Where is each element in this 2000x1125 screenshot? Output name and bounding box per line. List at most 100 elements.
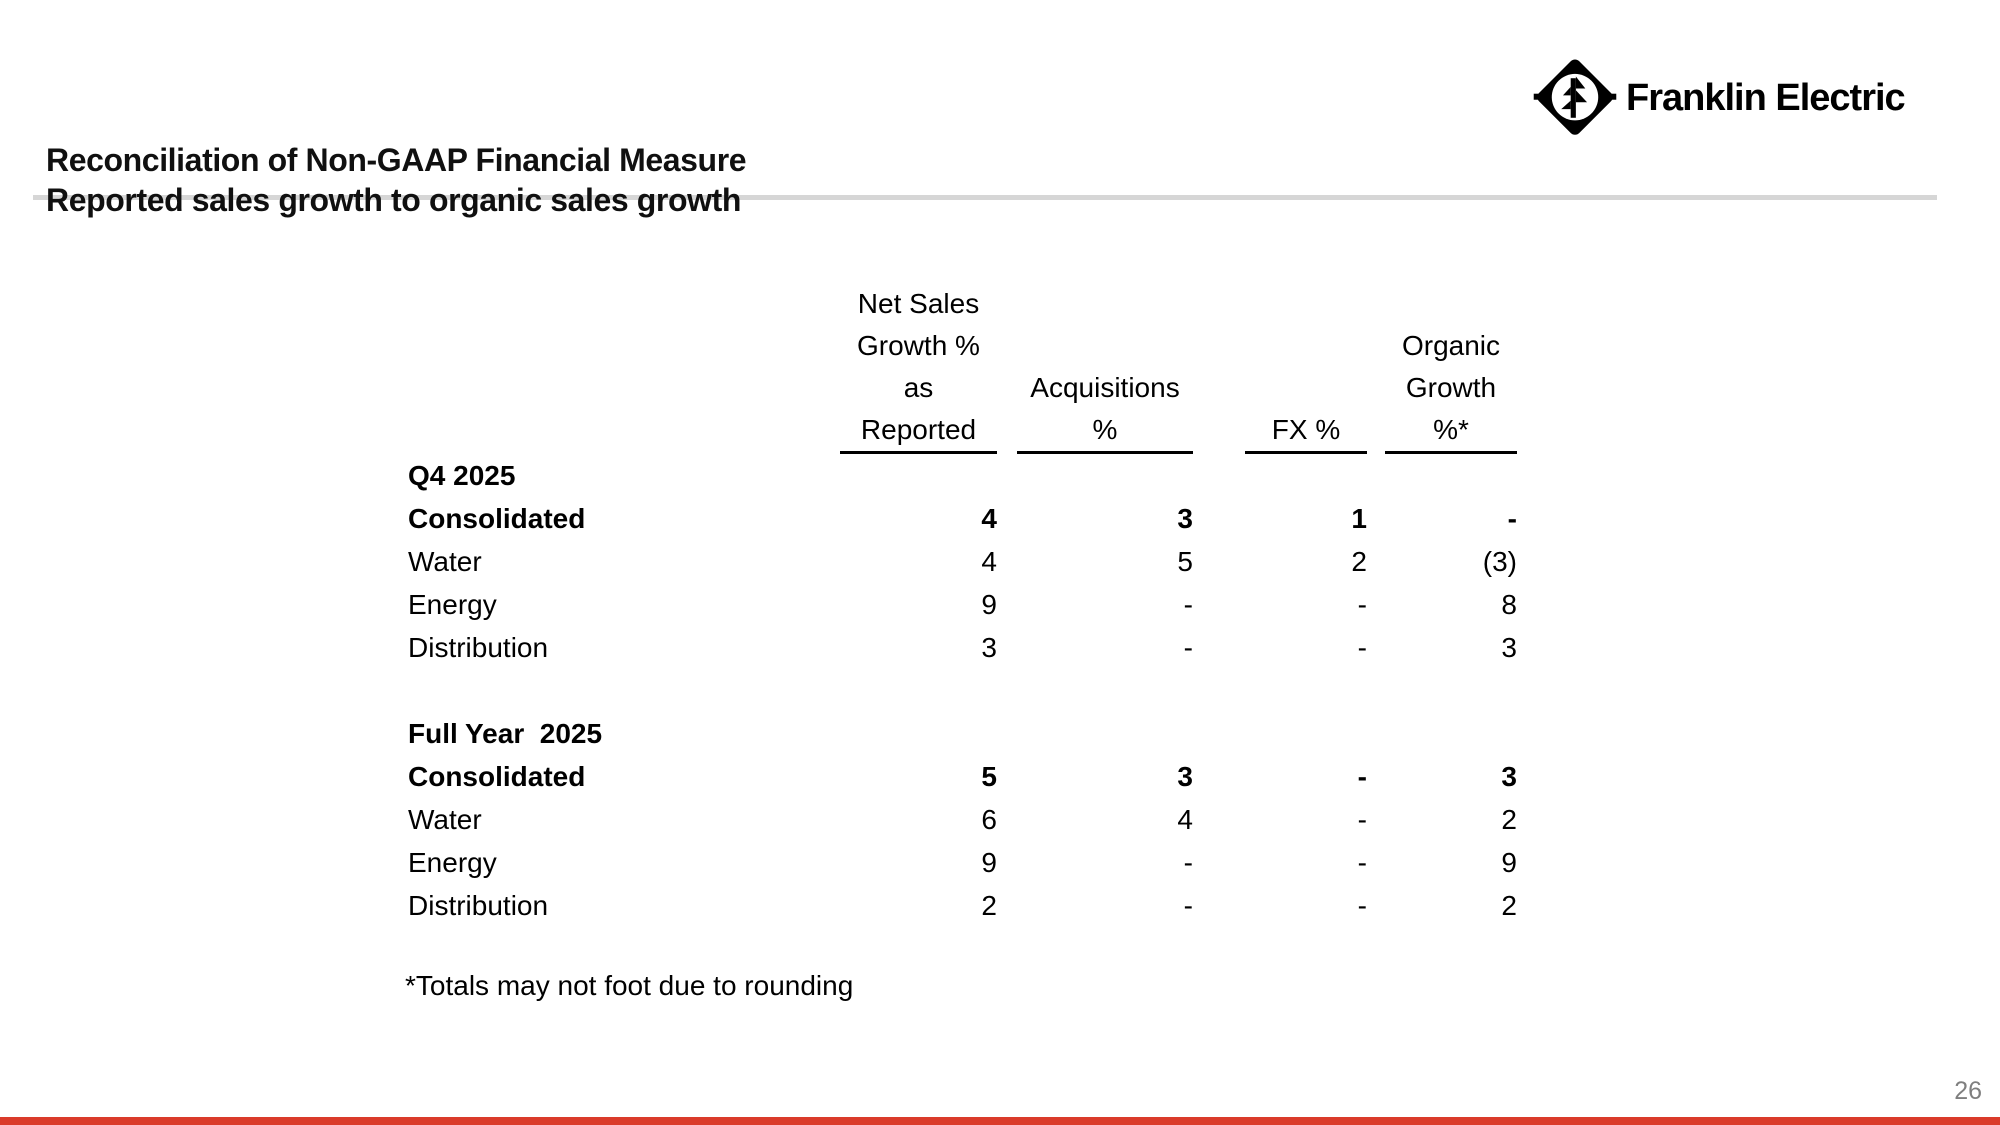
value-cell: 2: [1501, 890, 1517, 921]
header-line: Acquisitions: [1030, 372, 1180, 403]
header-acquisitions: Acquisitions %: [997, 283, 1193, 454]
value-cell: [997, 712, 1193, 755]
value-cell: -: [1357, 632, 1367, 663]
value-cell: -: [1183, 589, 1193, 620]
value-cell: -: [1183, 632, 1193, 663]
value-cell: 3: [981, 632, 997, 663]
page-title-line2: Reported sales growth to organic sales g…: [46, 182, 742, 218]
header-line: Net Sales: [857, 288, 980, 319]
table-row-q4-consolidated: Consolidated 4 3 1 -: [408, 497, 1517, 540]
value-cell: 4: [1177, 804, 1193, 835]
value-cell: [1193, 454, 1367, 497]
title-divider-rule: [33, 195, 1937, 200]
value-cell: [1367, 454, 1517, 497]
table-row-q4-water: Water 4 5 2 (3): [408, 540, 1517, 583]
value-cell: 3: [1177, 761, 1193, 792]
value-cell: 9: [981, 847, 997, 878]
value-cell: -: [1357, 847, 1367, 878]
table-row-fy-energy: Energy 9 - - 9: [408, 841, 1517, 884]
table-row-fy-consolidated: Consolidated 5 3 - 3: [408, 755, 1517, 798]
row-label: Distribution: [408, 632, 549, 663]
table-row-full-year-2025: Full Year 2025: [408, 712, 1517, 755]
value-cell: -: [1357, 890, 1367, 921]
rounding-footnote: *Totals may not foot due to rounding: [405, 970, 854, 1001]
value-cell: 3: [1501, 761, 1517, 792]
value-cell: [1193, 669, 1367, 712]
value-cell: 3: [1177, 503, 1193, 534]
value-cell: [1193, 712, 1367, 755]
value-cell: (3): [1482, 546, 1517, 577]
value-cell: [840, 454, 997, 497]
company-logo-text: Franklin Electric: [1626, 76, 1906, 119]
header-line: [1017, 325, 1193, 367]
header-organic-growth: Organic Growth %*: [1367, 283, 1517, 454]
header-line: Reported: [860, 414, 977, 445]
value-cell: [840, 712, 997, 755]
header-line: %: [1092, 414, 1118, 445]
header-line: Organic: [1401, 330, 1501, 361]
value-cell: 3: [1501, 632, 1517, 663]
value-cell: 4: [981, 503, 997, 534]
value-cell: -: [1507, 503, 1517, 534]
header-empty-cell: [408, 283, 840, 454]
value-cell: 5: [1177, 546, 1193, 577]
value-cell: -: [1183, 890, 1193, 921]
value-cell: -: [1183, 847, 1193, 878]
value-cell: 2: [1501, 804, 1517, 835]
row-label: [408, 669, 840, 712]
value-cell: [1367, 712, 1517, 755]
header-line: FX %: [1271, 414, 1341, 445]
header-line: Growth %: [857, 330, 980, 361]
header-line: [1245, 283, 1367, 325]
header-line: [1385, 283, 1517, 325]
bottom-accent-bar: [0, 1117, 2000, 1125]
value-cell: 8: [1501, 589, 1517, 620]
table-row-fy-distribution: Distribution 2 - - 2: [408, 884, 1517, 927]
header-fx: FX %: [1193, 283, 1367, 454]
header-line: %*: [1433, 414, 1469, 445]
header-line: [1017, 283, 1193, 325]
page-number: 26: [1954, 1077, 1982, 1105]
value-cell: 4: [981, 546, 997, 577]
value-cell: [997, 669, 1193, 712]
value-cell: 9: [1501, 847, 1517, 878]
row-label: Energy: [408, 847, 497, 878]
row-label: Energy: [408, 589, 497, 620]
table-row-spacer: [408, 669, 1517, 712]
header-line: [1245, 325, 1367, 367]
row-label: Water: [408, 546, 482, 577]
page-title-line1: Reconciliation of Non-GAAP Financial Mea…: [46, 142, 747, 178]
value-cell: -: [1357, 589, 1367, 620]
value-cell: 5: [981, 761, 997, 792]
table-row-fy-water: Water 6 4 - 2: [408, 798, 1517, 841]
value-cell: -: [1357, 761, 1367, 792]
value-cell: [997, 454, 1193, 497]
value-cell: 2: [1351, 546, 1367, 577]
value-cell: 1: [1351, 503, 1367, 534]
table-row-q4-2025: Q4 2025: [408, 454, 1517, 497]
header-line: [1245, 367, 1367, 409]
value-cell: 2: [981, 890, 997, 921]
reconciliation-table: Net Sales Growth % as Reported Acquisiti…: [408, 283, 1517, 927]
value-cell: -: [1357, 804, 1367, 835]
table-header-row: Net Sales Growth % as Reported Acquisiti…: [408, 283, 1517, 454]
row-label: Full Year 2025: [408, 718, 603, 749]
row-label: Q4 2025: [408, 460, 516, 491]
value-cell: 6: [981, 804, 997, 835]
header-net-sales-growth: Net Sales Growth % as Reported: [840, 283, 997, 454]
page-title: Reconciliation of Non-GAAP Financial Mea…: [46, 140, 747, 220]
table-row-q4-distribution: Distribution 3 - - 3: [408, 626, 1517, 669]
value-cell: 9: [981, 589, 997, 620]
company-logo: Franklin Electric: [1532, 52, 1906, 144]
row-label: Water: [408, 804, 482, 835]
header-line: Growth: [1405, 372, 1497, 403]
franklin-electric-diamond-icon: [1533, 59, 1617, 135]
header-line: as: [903, 372, 934, 403]
value-cell: [840, 669, 997, 712]
table-row-q4-energy: Energy 9 - - 8: [408, 583, 1517, 626]
row-label: Distribution: [408, 890, 549, 921]
value-cell: [1367, 669, 1517, 712]
row-label: Consolidated: [408, 761, 586, 792]
row-label: Consolidated: [408, 503, 586, 534]
